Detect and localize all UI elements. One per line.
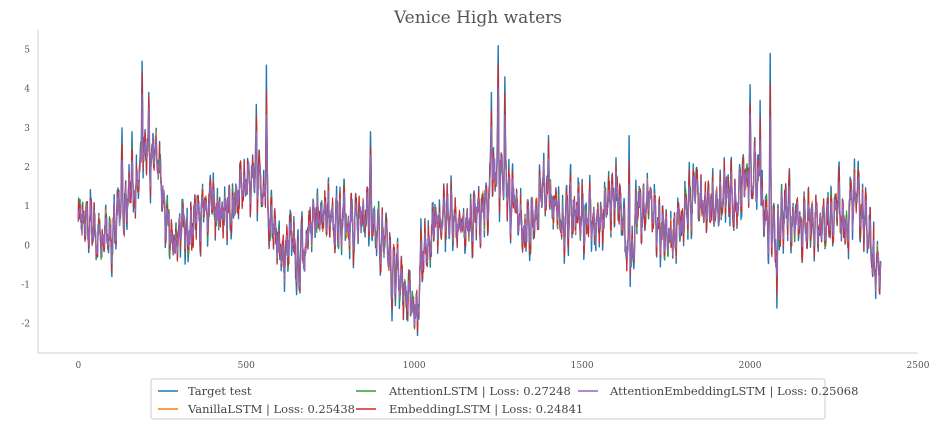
chart-title: Venice High waters — [393, 8, 562, 28]
x-tick-label-500: 500 — [238, 361, 255, 371]
x-tick-label-2000: 2000 — [739, 361, 762, 371]
legend-label-attention: AttentionLSTM | Loss: 0.27248 — [388, 384, 571, 399]
y-tick-label-1: 1 — [24, 202, 30, 212]
legend-label-embedding: EmbeddingLSTM | Loss: 0.24841 — [389, 402, 583, 417]
x-tick-labels: 0 500 1000 1500 2000 2500 — [75, 361, 929, 371]
legend-label-vanilla: VanillaLSTM | Loss: 0.25438 — [187, 402, 355, 417]
y-tick-labels: -2 -1 0 1 2 3 4 5 — [21, 46, 30, 330]
x-tick-label-1500: 1500 — [571, 361, 594, 371]
x-tick-label-2500: 2500 — [907, 361, 930, 371]
y-tick-label--2: -2 — [21, 320, 30, 330]
legend-box — [150, 378, 826, 420]
series-line-attention-embedding-lstm — [77, 86, 882, 326]
series-line-target — [77, 45, 882, 337]
legend-entry-embedding: EmbeddingLSTM | Loss: 0.24841 — [356, 402, 583, 417]
y-tick-label-4: 4 — [24, 85, 30, 95]
y-tick-label-5: 5 — [24, 46, 30, 56]
legend-entry-attention-embedding: AttentionEmbeddingLSTM | Loss: 0.25068 — [578, 384, 858, 399]
y-tick-label--1: -1 — [21, 280, 30, 290]
plot-area: 0 500 1000 1500 2000 2500 -2 -1 0 1 2 3 4 5 — [21, 30, 930, 371]
legend-label-target: Target test — [188, 384, 252, 398]
y-tick-label-0: 0 — [24, 241, 30, 251]
legend-entry-attention: AttentionLSTM | Loss: 0.27248 — [356, 384, 571, 399]
legend-label-attention-embedding: AttentionEmbeddingLSTM | Loss: 0.25068 — [609, 384, 858, 399]
x-tick-label-0: 0 — [75, 361, 81, 371]
legend-entry-target: Target test — [158, 384, 252, 398]
x-tick-label-1000: 1000 — [403, 361, 426, 371]
legend: Target test VanillaLSTM | Loss: 0.25438 … — [150, 378, 858, 420]
legend-entry-vanilla: VanillaLSTM | Loss: 0.25438 — [158, 402, 355, 417]
y-tick-label-2: 2 — [24, 163, 30, 173]
y-tick-label-3: 3 — [24, 124, 30, 134]
series-layer — [77, 45, 882, 337]
